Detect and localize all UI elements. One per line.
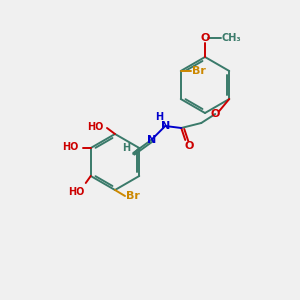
Text: HO: HO	[69, 187, 85, 197]
Text: H: H	[155, 112, 163, 122]
Text: O: O	[200, 33, 210, 43]
Text: O: O	[211, 109, 220, 119]
Text: Br: Br	[192, 66, 206, 76]
Text: Br: Br	[126, 191, 140, 201]
Text: CH₃: CH₃	[221, 33, 241, 43]
Text: H: H	[122, 143, 130, 153]
Text: HO: HO	[63, 142, 79, 152]
Text: N: N	[160, 121, 170, 131]
Text: O: O	[184, 141, 194, 151]
Text: HO: HO	[87, 122, 103, 132]
Text: N: N	[147, 135, 156, 145]
